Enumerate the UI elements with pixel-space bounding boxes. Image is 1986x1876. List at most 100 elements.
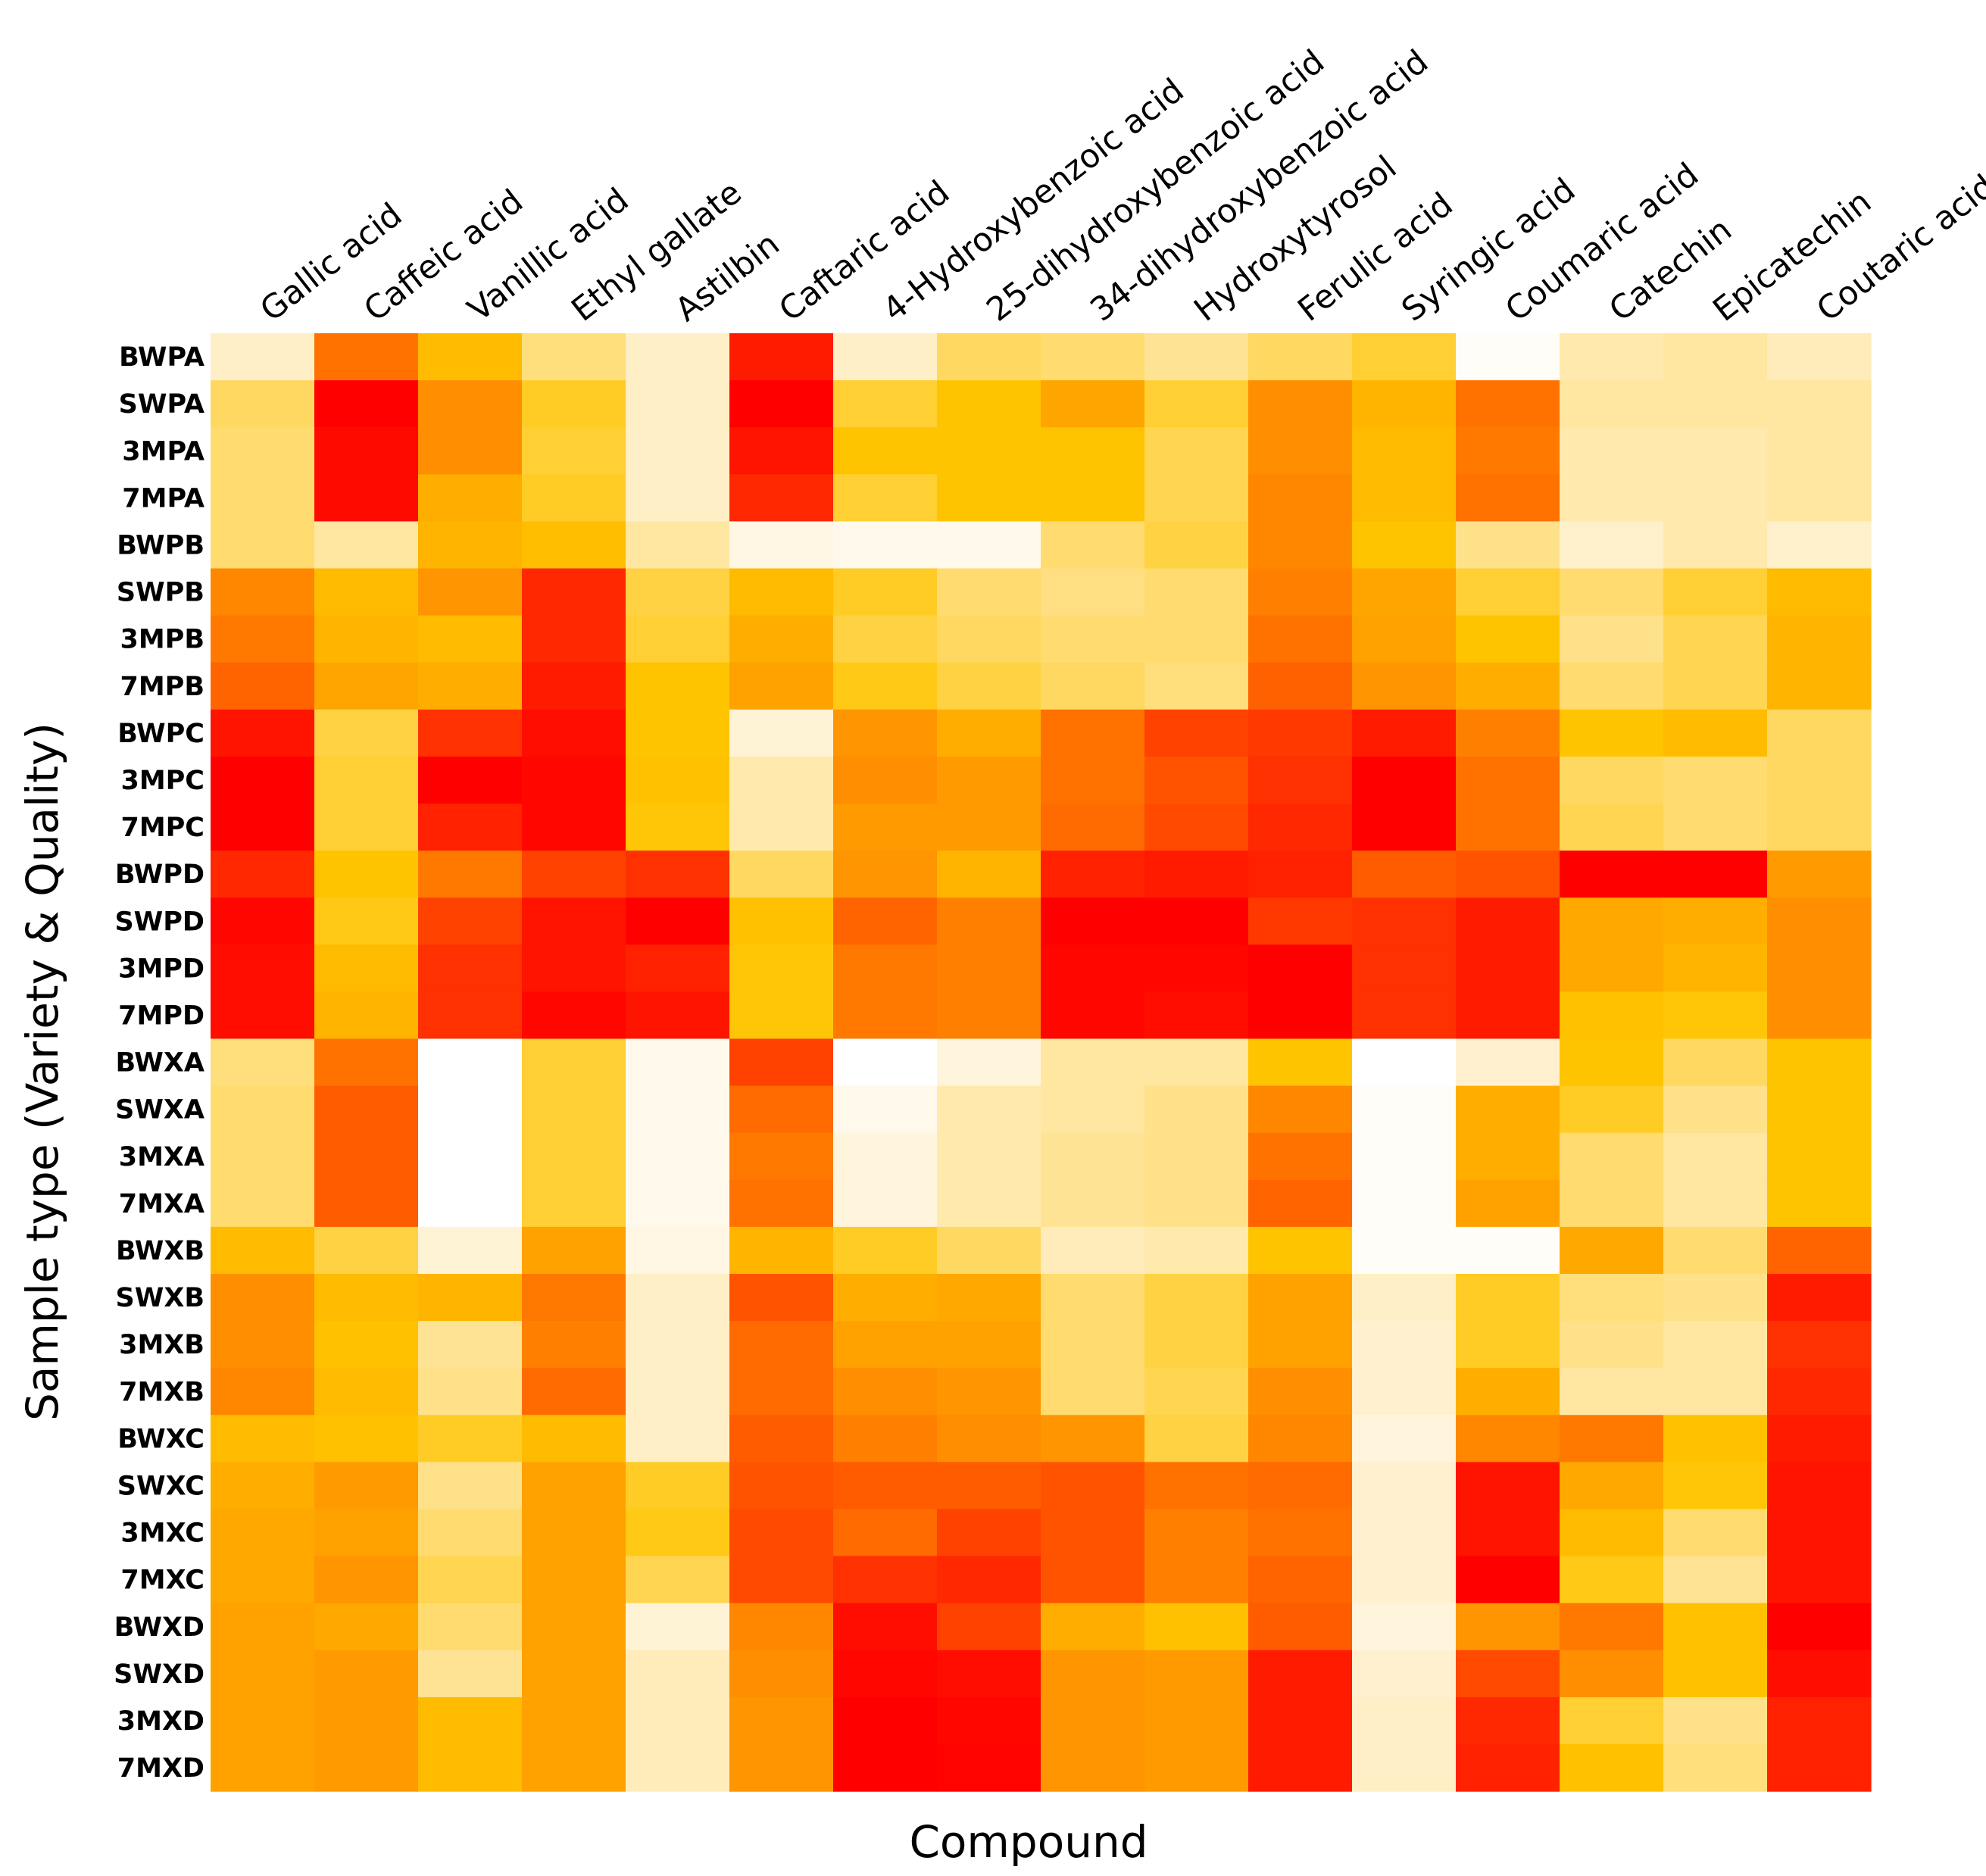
heatmap-cell	[626, 1179, 730, 1228]
heatmap-cell	[937, 1697, 1041, 1745]
heatmap-cell	[1663, 1415, 1768, 1462]
heatmap-cell	[937, 1462, 1041, 1510]
heatmap-cell	[418, 897, 523, 945]
heatmap-cell	[1663, 427, 1768, 475]
heatmap-cell	[833, 1085, 938, 1134]
heatmap-cell	[1560, 1085, 1664, 1134]
heatmap-cell	[522, 333, 626, 381]
heatmap-cell	[729, 804, 834, 851]
heatmap-cell	[418, 851, 523, 898]
heatmap-cell	[1248, 1744, 1353, 1792]
heatmap-cell	[1041, 1744, 1145, 1792]
heatmap-cell	[833, 1415, 938, 1462]
heatmap-cell	[1041, 1697, 1145, 1745]
heatmap-cell	[1248, 1321, 1353, 1369]
heatmap-cell	[1560, 1744, 1664, 1792]
heatmap-cell	[1144, 1179, 1249, 1228]
row-label: SWXB	[116, 1283, 205, 1313]
heatmap-cell	[1248, 851, 1353, 898]
heatmap-cell	[1144, 1321, 1249, 1369]
heatmap-cell	[1248, 474, 1353, 522]
heatmap-cell	[211, 1368, 315, 1416]
heatmap-cell	[522, 662, 626, 710]
heatmap-cell	[833, 1321, 938, 1369]
row-label: 7MXD	[117, 1753, 205, 1784]
heatmap-cell	[522, 1368, 626, 1416]
heatmap-cell	[1352, 1226, 1457, 1275]
row-label: SWXA	[115, 1095, 205, 1125]
heatmap-cell	[729, 1321, 834, 1369]
heatmap-cell	[314, 1321, 419, 1369]
heatmap-cell	[211, 568, 315, 616]
heatmap-cell	[1144, 1744, 1249, 1792]
heatmap-cell	[1767, 1085, 1872, 1134]
heatmap-cell	[626, 804, 730, 851]
heatmap-cell	[1144, 1415, 1249, 1462]
heatmap-cell	[1041, 1085, 1145, 1134]
heatmap-cell	[211, 1085, 315, 1134]
heatmap-cell	[937, 521, 1041, 570]
heatmap-cell	[1456, 1274, 1560, 1322]
heatmap-cell	[1144, 662, 1249, 710]
heatmap-cell	[1144, 1274, 1249, 1322]
heatmap-cell	[1352, 944, 1457, 992]
heatmap-cell	[1041, 1603, 1145, 1651]
row-label: SWPA	[119, 389, 205, 420]
heatmap-cell	[1767, 1603, 1872, 1651]
heatmap-cell	[418, 1085, 523, 1134]
row-label: BWXD	[114, 1612, 205, 1643]
heatmap-cell	[1248, 1085, 1353, 1134]
heatmap-cell	[1767, 804, 1872, 851]
heatmap-cell	[1560, 1556, 1664, 1604]
heatmap-cell	[626, 1556, 730, 1604]
heatmap-cell	[1144, 756, 1249, 804]
heatmap-cell	[1144, 1368, 1249, 1416]
heatmap-cell	[1767, 897, 1872, 945]
heatmap-cell	[522, 1085, 626, 1134]
heatmap-cell	[1560, 851, 1664, 898]
heatmap-cell	[1041, 1274, 1145, 1322]
heatmap-cell	[1663, 1038, 1768, 1087]
heatmap-cell	[1041, 1038, 1145, 1087]
heatmap-cell	[1144, 1603, 1249, 1651]
heatmap-cell	[1456, 1368, 1560, 1416]
heatmap-cell	[1248, 1556, 1353, 1604]
heatmap-cell	[937, 1226, 1041, 1275]
heatmap-cell	[1560, 474, 1664, 522]
heatmap-cell	[1663, 1556, 1768, 1604]
row-label: 3MXA	[119, 1142, 205, 1172]
heatmap-cell	[1767, 1509, 1872, 1557]
heatmap-cell	[418, 1415, 523, 1462]
heatmap-cell	[522, 615, 626, 663]
heatmap-cell	[937, 804, 1041, 851]
heatmap-cell	[1041, 1650, 1145, 1698]
heatmap-cell	[833, 1368, 938, 1416]
heatmap-cell	[1456, 1556, 1560, 1604]
heatmap-cell	[833, 1226, 938, 1275]
heatmap-cell	[522, 1132, 626, 1181]
heatmap-cell	[1456, 1226, 1560, 1275]
heatmap-cell	[1767, 662, 1872, 710]
heatmap-cell	[211, 380, 315, 428]
heatmap-cell	[833, 1650, 938, 1698]
heatmap-cell	[1767, 1179, 1872, 1228]
heatmap-cell	[833, 1603, 938, 1651]
heatmap-cell	[1456, 991, 1560, 1040]
heatmap-cell	[626, 1321, 730, 1369]
heatmap-cell	[522, 897, 626, 945]
heatmap-cell	[1352, 333, 1457, 381]
heatmap-cell	[833, 662, 938, 710]
heatmap-cell	[1352, 709, 1457, 757]
heatmap-cell	[1248, 756, 1353, 804]
heatmap-cell	[418, 568, 523, 616]
row-label: 3MPC	[120, 766, 205, 796]
heatmap-cell	[729, 1415, 834, 1462]
heatmap-cell	[211, 1509, 315, 1557]
heatmap-cell	[833, 897, 938, 945]
heatmap-cell	[833, 1462, 938, 1510]
heatmap-cell	[211, 1226, 315, 1275]
heatmap-cell	[1041, 662, 1145, 710]
heatmap-cell	[211, 1179, 315, 1228]
heatmap-cell	[937, 427, 1041, 475]
heatmap-cell	[1248, 944, 1353, 992]
